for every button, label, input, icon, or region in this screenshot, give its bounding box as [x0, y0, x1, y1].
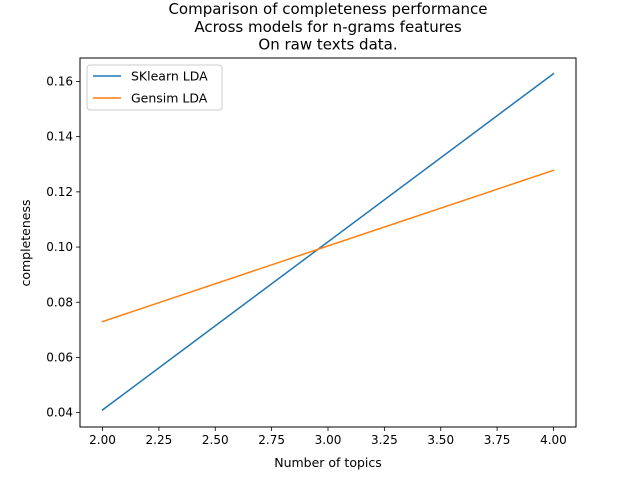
x-axis: 2.00 2.25 2.50 2.75 3.00 3.25 3.50 3.75 4.00: [89, 427, 567, 447]
series-line-sklearn-lda: [101, 72, 555, 411]
x-tick-label: 2.50: [202, 433, 229, 447]
legend-entries: SKlearn LDA Gensim LDA: [93, 69, 208, 106]
x-tick-label: 2.25: [146, 433, 173, 447]
x-tick-label: 2.00: [89, 433, 116, 447]
y-tick-label: 0.06: [46, 350, 73, 364]
x-tick-label: 4.00: [540, 433, 567, 447]
chart-title-line-2: Across models for n-grams features: [194, 18, 461, 36]
y-tick-label: 0.08: [46, 295, 73, 309]
plot-lines: [101, 72, 555, 411]
y-tick-label: 0.16: [46, 74, 73, 88]
legend: SKlearn LDA Gensim LDA: [86, 64, 223, 111]
y-tick-label: 0.12: [46, 185, 73, 199]
chart-title-line-3: On raw texts data.: [258, 36, 397, 54]
y-tick-label: 0.14: [46, 130, 73, 144]
x-tick-label: 2.75: [258, 433, 285, 447]
y-tick-label: 0.10: [46, 240, 73, 254]
chart-title: Comparison of completeness performance A…: [168, 0, 487, 54]
legend-label: Gensim LDA: [131, 91, 208, 106]
y-tick-label: 0.04: [46, 406, 73, 420]
x-tick-label: 3.50: [427, 433, 454, 447]
series-line-gensim-lda: [101, 169, 555, 323]
x-tick-label: 3.75: [484, 433, 511, 447]
x-tick-label: 3.00: [315, 433, 342, 447]
chart-title-line-1: Comparison of completeness performance: [168, 0, 487, 18]
legend-label: SKlearn LDA: [131, 69, 208, 84]
x-tick-label: 3.25: [371, 433, 398, 447]
y-axis: 0.04 0.06 0.08 0.10 0.12 0.14 0.16: [46, 74, 80, 420]
x-axis-label: Number of topics: [274, 455, 382, 470]
y-axis-label: completeness: [18, 199, 33, 286]
